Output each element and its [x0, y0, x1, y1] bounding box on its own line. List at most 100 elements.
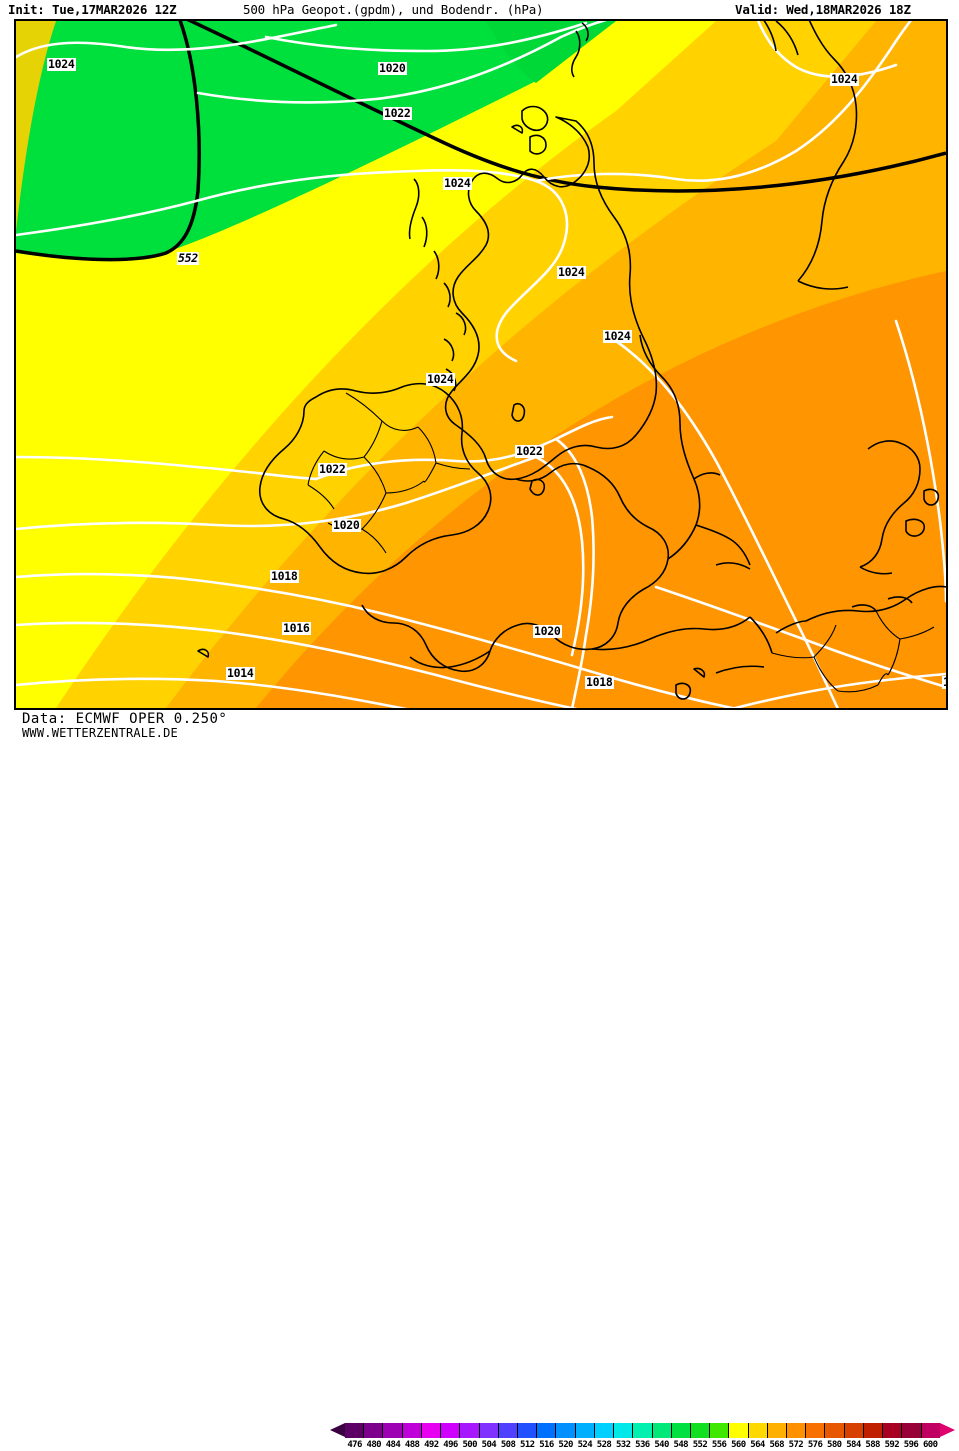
- colorbar-tick: 488: [404, 1440, 420, 1450]
- colorbar-cell: [825, 1423, 845, 1438]
- colorbar-cell: [902, 1423, 922, 1438]
- isobar-label-1014-a: 1014: [226, 666, 255, 680]
- colorbar-tick: 592: [884, 1440, 900, 1450]
- colorbar-tick: 496: [443, 1440, 458, 1450]
- colorbar-cell: [594, 1423, 615, 1438]
- colorbar-tick: 548: [673, 1440, 689, 1450]
- chart-header: Init: Tue,17MAR2026 12Z 500 hPa Geopot.(…: [0, 0, 959, 19]
- right-gutter: [948, 19, 959, 710]
- colorbar-cell: [671, 1423, 691, 1438]
- colorbar-tick: 560: [731, 1440, 746, 1450]
- website-label: WWW.WETTERZENTRALE.DE: [22, 726, 178, 740]
- colorbar-tick: 600: [922, 1440, 938, 1450]
- colorbar-tick: 584: [846, 1440, 861, 1450]
- isobar-label-1024-b: 1024: [443, 176, 472, 190]
- chart-footer: Data: ECMWF OPER 0.250° WWW.WETTERZENTRA…: [0, 710, 959, 1450]
- coastline-group: [197, 21, 946, 700]
- data-source-label: Data: ECMWF OPER 0.250°: [22, 711, 228, 727]
- colorbar-cell: [787, 1423, 807, 1438]
- colorbar-tick: 512: [520, 1440, 535, 1450]
- colorbar-tick: 476: [347, 1440, 362, 1450]
- colorbar-cell: [844, 1423, 864, 1438]
- init-time-label: Init: Tue,17MAR2026 12Z: [8, 2, 177, 17]
- geopotential-contour-552b: [186, 21, 946, 193]
- colorbar-tick-labels: 476 480 484 488 492 496 500 504 508 512 516 520 524 5…: [330, 1439, 955, 1451]
- colorbar-tick: 556: [711, 1440, 727, 1450]
- colorbar-cell: [421, 1423, 442, 1438]
- chart-title: 500 hPa Geopot.(gpdm), und Bodendr. (hPa…: [243, 2, 544, 17]
- colorbar-cell: [806, 1423, 826, 1438]
- isobar-label-1020-a: 1020: [332, 518, 361, 532]
- colorbar-cell: [460, 1423, 480, 1438]
- valid-time-label: Valid: Wed,18MAR2026 18Z: [735, 2, 911, 17]
- colorbar-tick: 492: [424, 1440, 439, 1450]
- isobar-label-10-clipped: 10: [942, 676, 946, 689]
- colorbar-tick: 568: [769, 1440, 784, 1450]
- colorbar-tick: 552: [692, 1440, 708, 1450]
- isobar-label-1024-d: 1024: [603, 329, 632, 343]
- colorbar-cell: [441, 1423, 461, 1438]
- colorbar-cell: [556, 1423, 576, 1438]
- colorbar-cell: [402, 1423, 422, 1438]
- isobar-label-1024-f: 1024: [426, 372, 455, 386]
- colorbar-tick: 484: [385, 1440, 401, 1450]
- colorbar-cell: [498, 1423, 518, 1438]
- colorbar-tick-wrap: 476 480 484 488 492 496 500 504 508 512 516 520 524 5…: [345, 1439, 940, 1451]
- colorbar-cell: [364, 1423, 384, 1438]
- isobar-label-1024-e: 1024: [830, 72, 859, 86]
- colorbar-cell: [729, 1423, 749, 1438]
- colorbar-cell: [748, 1423, 768, 1438]
- colorbar-min-arrow-icon: [330, 1423, 345, 1437]
- colorbar-cell: [575, 1423, 595, 1438]
- isobar-label-1022-b: 1022: [515, 444, 544, 458]
- colorbar: [330, 1423, 955, 1438]
- colorbar-tick: 504: [481, 1440, 497, 1450]
- colorbar-cell: [479, 1423, 499, 1438]
- isobar-label-1016-a: 1016: [282, 621, 311, 635]
- colorbar-tick: 540: [654, 1440, 669, 1450]
- colorbar-tick: 588: [865, 1440, 880, 1450]
- isobar-label-1024-a: 1024: [47, 57, 76, 71]
- isobar-label-1018-b: 1018: [585, 675, 614, 689]
- isobar-label-1022-a: 1022: [383, 106, 412, 120]
- map-canvas: [16, 21, 946, 708]
- shade-band-nw-corner: [16, 21, 56, 231]
- colorbar-cell: [767, 1423, 788, 1438]
- colorbar-tick: 532: [615, 1440, 631, 1450]
- colorbar-tick: 572: [788, 1440, 804, 1450]
- colorbar-tick: 596: [903, 1440, 919, 1450]
- colorbar-cell: [614, 1423, 634, 1438]
- shade-band-560-plus: [486, 21, 616, 83]
- contour-label-552: 552: [177, 251, 199, 265]
- isobar-label-1020-a: 1020: [378, 61, 407, 75]
- colorbar-cells: [345, 1423, 940, 1438]
- colorbar-cell: [537, 1423, 557, 1438]
- isobar-label-1020-b: 1020: [533, 624, 562, 638]
- colorbar-tick: 508: [500, 1440, 516, 1450]
- colorbar-tick: 536: [635, 1440, 650, 1450]
- colorbar-cell: [690, 1423, 711, 1438]
- colorbar-tick: 580: [827, 1440, 842, 1450]
- colorbar-tick: 500: [462, 1440, 477, 1450]
- left-gutter: [0, 19, 14, 710]
- geopotential-contour-552: [16, 21, 201, 262]
- colorbar-cell: [863, 1423, 884, 1438]
- colorbar-cell: [883, 1423, 903, 1438]
- weather-map[interactable]: 552 1024 1020 1022 1024 1024 1024 1024 1…: [14, 19, 948, 710]
- colorbar-cell: [652, 1423, 672, 1438]
- colorbar-tick: 564: [750, 1440, 765, 1450]
- colorbar-tick: 524: [577, 1440, 593, 1450]
- colorbar-cell: [517, 1423, 538, 1438]
- colorbar-cell: [921, 1423, 940, 1438]
- isobar-label-1024-c: 1024: [557, 265, 586, 279]
- isobar-label-1022-c: 1022: [318, 462, 347, 476]
- colorbar-tick: 576: [807, 1440, 823, 1450]
- colorbar-cell: [383, 1423, 403, 1438]
- colorbar-tick: 520: [558, 1440, 573, 1450]
- colorbar-cell: [345, 1423, 365, 1438]
- colorbar-tick: 480: [366, 1440, 382, 1450]
- colorbar-tick: 528: [596, 1440, 612, 1450]
- colorbar-cell: [710, 1423, 730, 1438]
- colorbar-max-arrow-icon: [940, 1423, 955, 1437]
- isobar-label-1018-a: 1018: [270, 569, 299, 583]
